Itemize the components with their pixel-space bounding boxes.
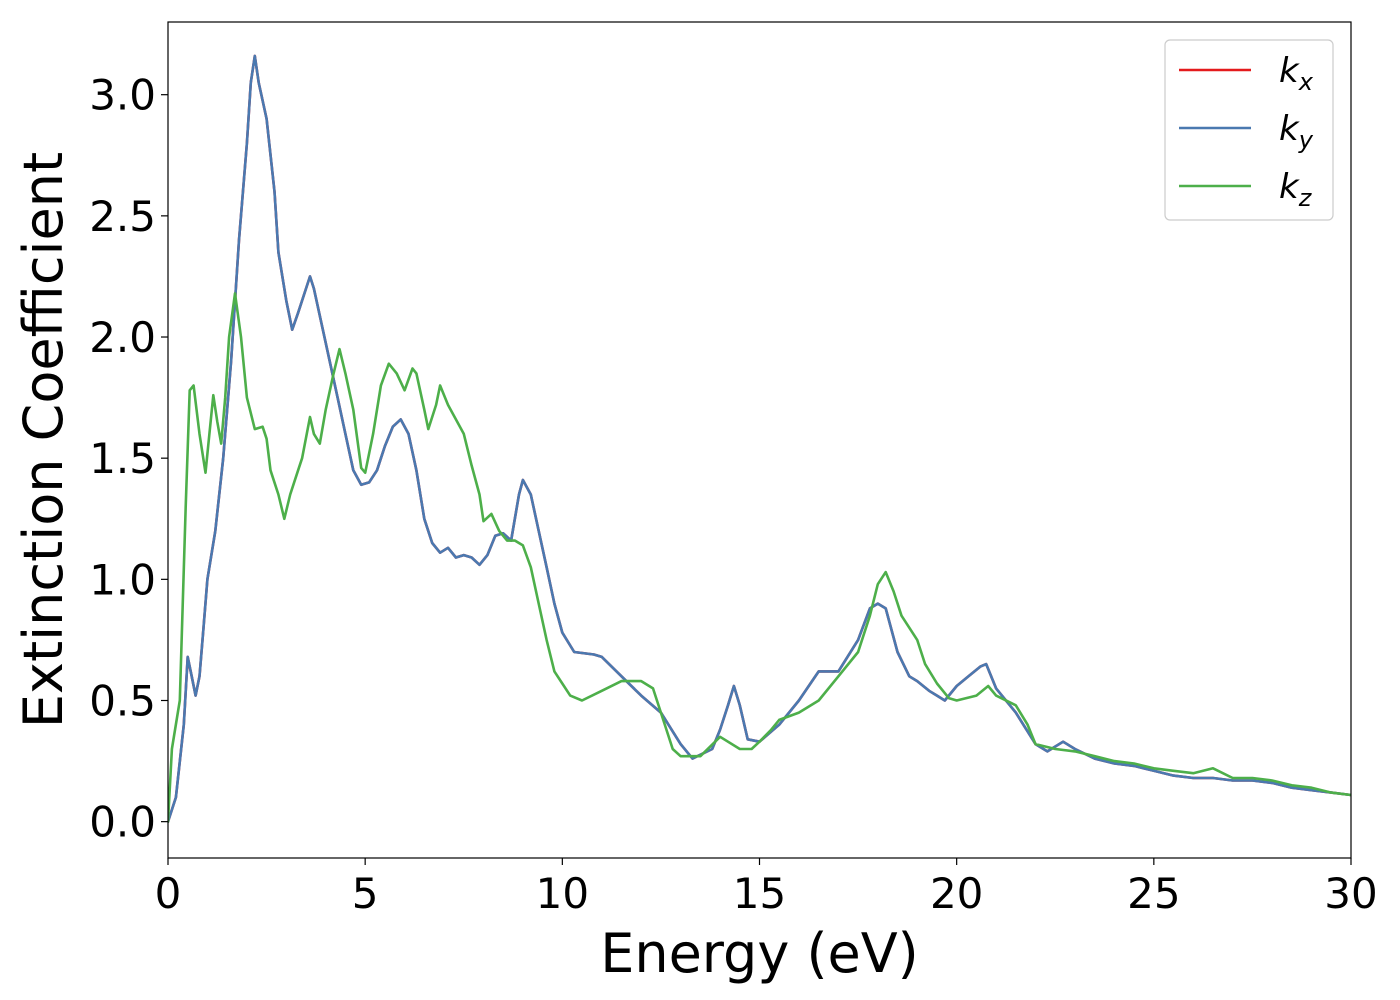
series-line-z — [168, 292, 1351, 823]
legend-label-y: ky — [1279, 109, 1314, 154]
x-tick-label: 30 — [1324, 869, 1377, 918]
x-tick-label: 5 — [352, 869, 379, 918]
x-tick-label: 10 — [536, 869, 589, 918]
y-tick-label: 0.5 — [89, 676, 156, 725]
y-tick-label: 3.0 — [89, 71, 156, 120]
y-tick-label: 0.0 — [89, 798, 156, 847]
legend-box — [1164, 39, 1334, 221]
series-layer — [168, 54, 1351, 823]
legend: kx ky kz — [1164, 39, 1334, 221]
y-tick-label: 2.0 — [89, 313, 156, 362]
y-tick-label: 2.5 — [89, 192, 156, 241]
axis-ticks: 0 5 10 15 20 25 30 0.0 0.5 1.0 1.5 2.0 2.5 3.0 — [89, 71, 1378, 918]
x-tick-label: 15 — [733, 869, 786, 918]
x-tick-label: 20 — [930, 869, 983, 918]
x-tick-label: 0 — [155, 869, 182, 918]
x-tick-label: 25 — [1127, 869, 1180, 918]
y-tick-label: 1.0 — [89, 555, 156, 604]
series-line-y — [168, 54, 1351, 823]
y-tick-label: 1.5 — [89, 434, 156, 483]
x-axis-title: Energy (eV) — [600, 922, 919, 985]
legend-label-z: kz — [1279, 167, 1313, 212]
y-axis-title: Extinction Coefficient — [12, 152, 75, 728]
legend-label-x: kx — [1279, 51, 1314, 96]
